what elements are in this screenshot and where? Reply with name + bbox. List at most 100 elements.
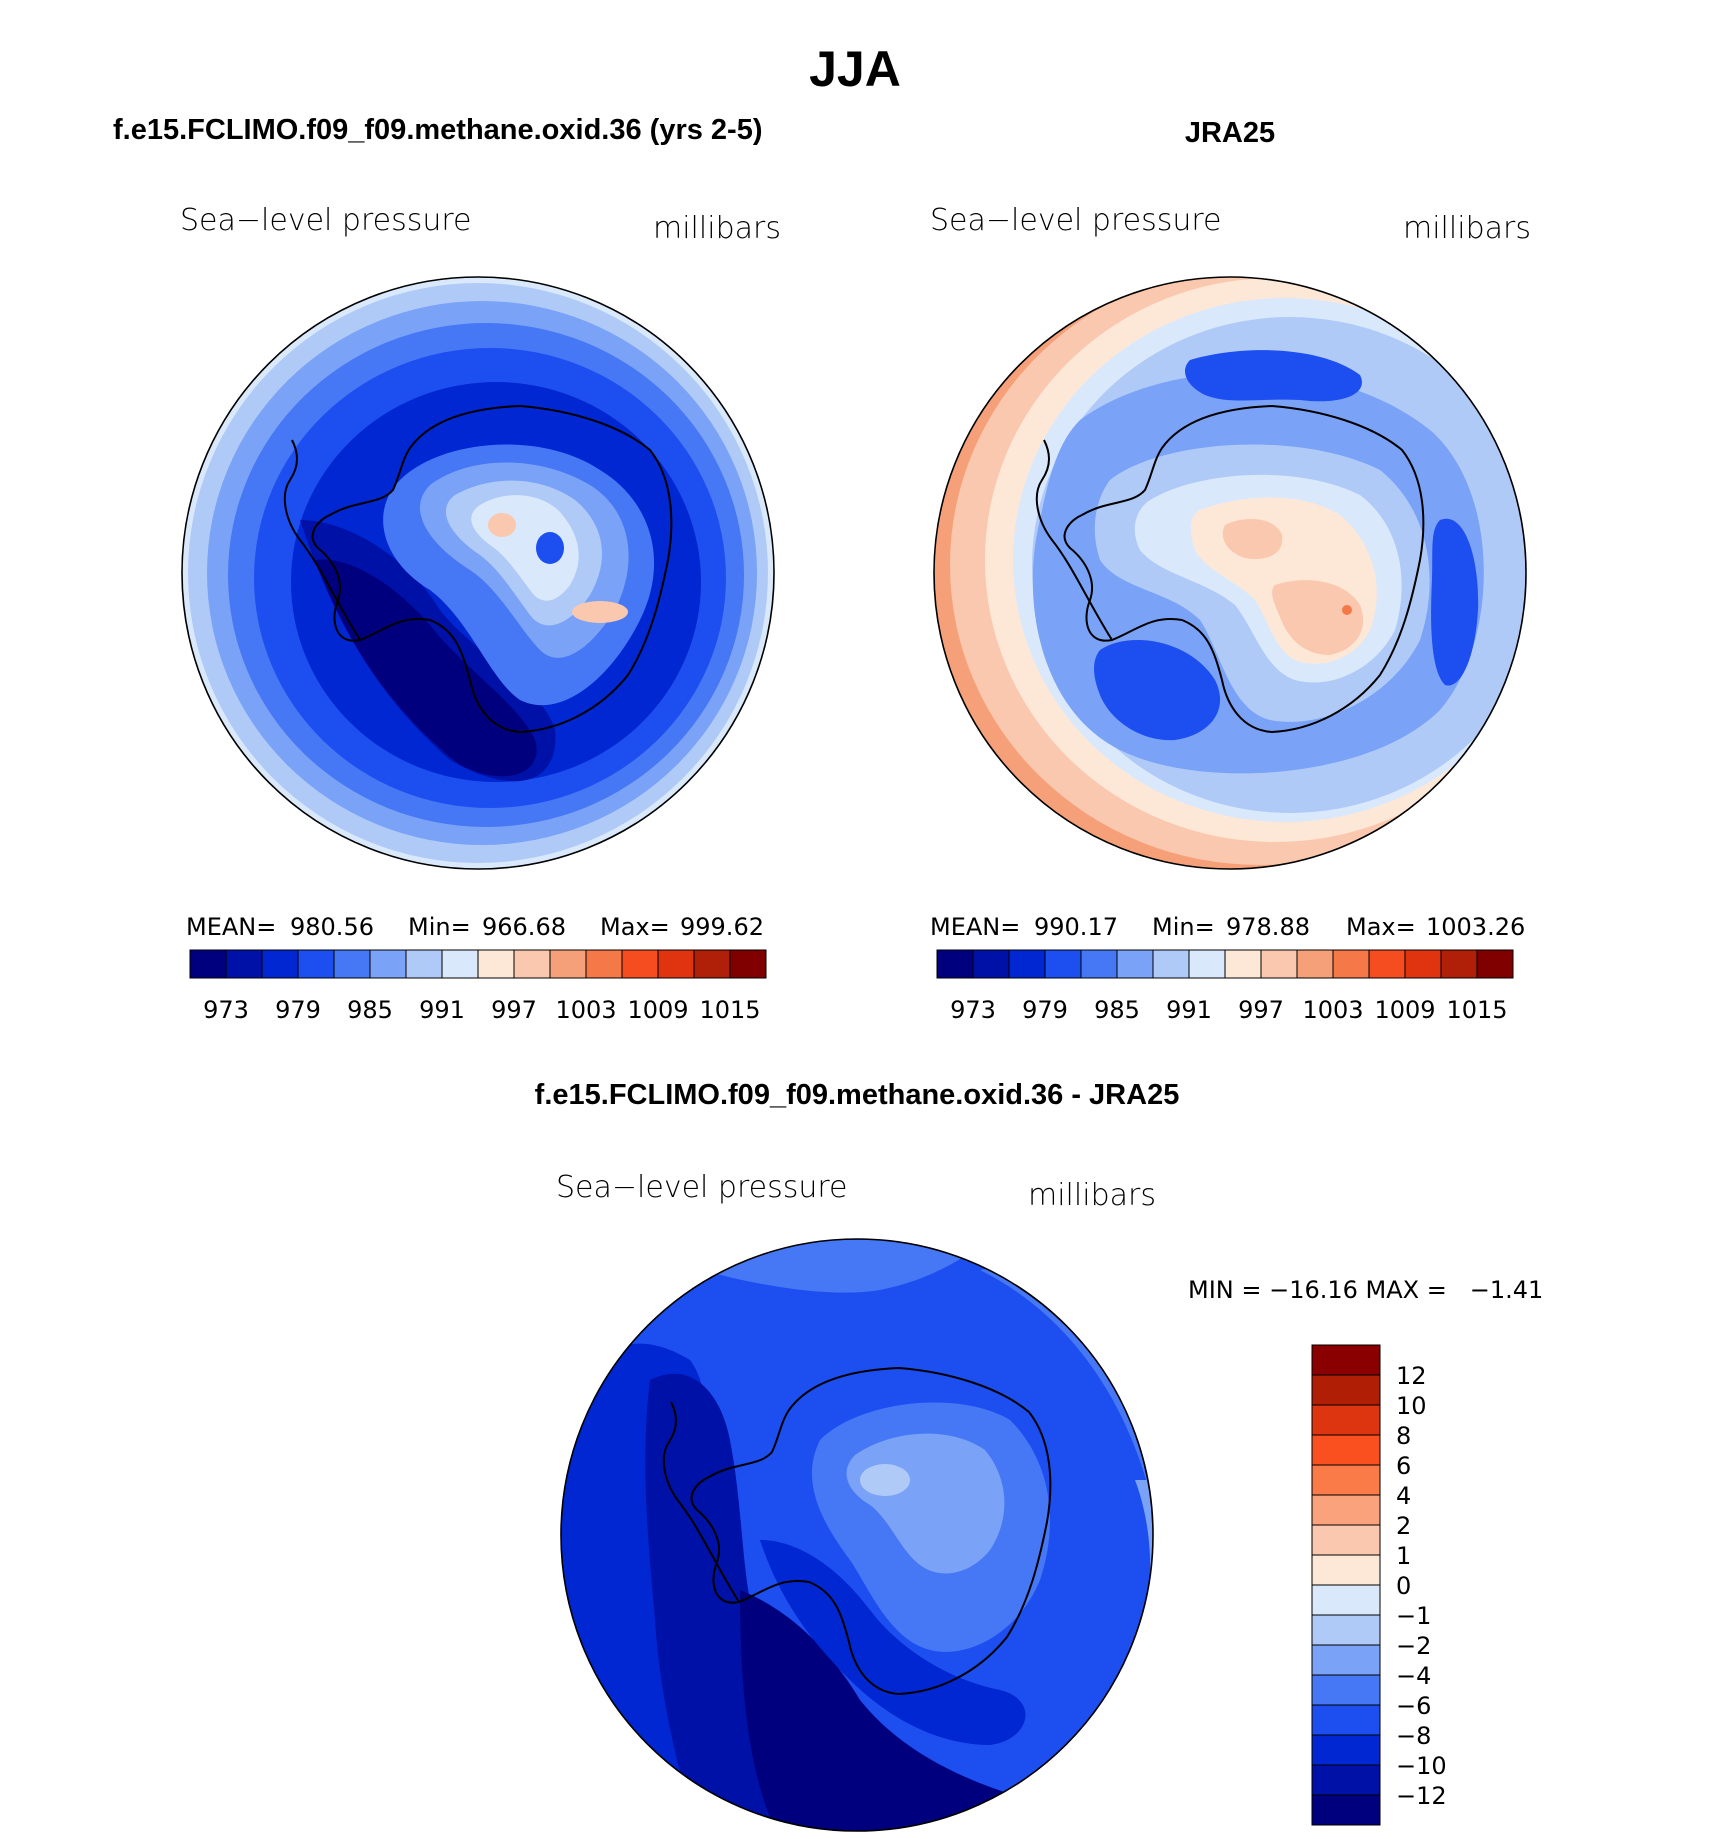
- colorbar-left-tick-label: 1003: [555, 996, 616, 1024]
- colorbar-right-swatch: [1404, 949, 1442, 979]
- colorbar-diff-swatch: [1311, 1644, 1381, 1676]
- map-diff-border: [560, 1238, 1154, 1832]
- colorbar-right-swatch: [1152, 949, 1190, 979]
- colorbar-left-swatch: [369, 949, 407, 979]
- map-right-plateau-4: [1272, 580, 1364, 655]
- stats-right-max: 1003.26: [1426, 913, 1525, 941]
- map-diff-south-navy: [740, 1590, 1031, 1831]
- map-diff-plateau-3: [860, 1464, 910, 1496]
- colorbar-diff-swatch: [1311, 1524, 1381, 1556]
- colorbar-diff-swatch: [1311, 1374, 1381, 1406]
- colorbar-right: 973 979 985 991 997 1003 1009 1015: [936, 949, 1514, 1024]
- colorbar-left-tick-label: 1009: [627, 996, 688, 1024]
- stats-left: MEAN= 980.56 Min= 966.68 Max= 999.62: [186, 913, 764, 941]
- colorbar-diff-tick-label: −2: [1396, 1632, 1431, 1660]
- stats-right-mean-label: MEAN=: [930, 913, 1020, 941]
- map-left-border: [181, 276, 775, 870]
- panel-diff-units: millibars: [1028, 1178, 1156, 1213]
- colorbar-right-swatch: [1080, 949, 1118, 979]
- colorbar-left-swatch: [585, 949, 623, 979]
- colorbar-diff-swatch: [1311, 1614, 1381, 1646]
- colorbar-right-swatch: [1332, 949, 1370, 979]
- colorbar-left-tick-label: 979: [275, 996, 321, 1024]
- stats-left-min: 966.68: [482, 913, 566, 941]
- map-diff-interior-dark: [760, 1540, 1026, 1745]
- colorbar-right-swatch: [1044, 949, 1082, 979]
- panel-diff: f.e15.FCLIMO.f09_f09.methane.oxid.36 - J…: [535, 1079, 1543, 1832]
- colorbar-diff-tick-label: −4: [1396, 1662, 1431, 1690]
- map-right-plateau-5: [1222, 519, 1283, 560]
- stats-right-mean: 990.17: [1034, 913, 1118, 941]
- figure-title: JJA: [809, 41, 901, 97]
- colorbar-diff-swatch: [1311, 1794, 1381, 1826]
- colorbar-diff-tick-label: 1: [1396, 1542, 1411, 1570]
- colorbar-diff-swatch: [1311, 1674, 1381, 1706]
- panel-left-units: millibars: [653, 211, 781, 246]
- stats-right-min: 978.88: [1226, 913, 1310, 941]
- colorbar-right-swatch: [1296, 949, 1334, 979]
- colorbar-diff-swatch: [1311, 1554, 1381, 1586]
- map-left-antarctica-coast: [311, 404, 673, 734]
- colorbar-diff-tick-label: −1: [1396, 1602, 1431, 1630]
- colorbar-left-swatch: [297, 949, 335, 979]
- colorbar-right-tick-label: 1003: [1302, 996, 1363, 1024]
- map-left-low-navy: [315, 559, 537, 777]
- colorbar-diff-swatch: [1311, 1464, 1381, 1496]
- colorbar-right-swatch: [1368, 949, 1406, 979]
- colorbar-right-swatch: [1440, 949, 1478, 979]
- colorbar-right-swatch: [1224, 949, 1262, 979]
- stats-right-min-label: Min=: [1152, 913, 1215, 941]
- colorbar-left-swatch: [549, 949, 587, 979]
- colorbar-diff-tick-label: 10: [1396, 1392, 1427, 1420]
- map-right-border: [933, 276, 1527, 870]
- map-right-low-s: [1094, 640, 1221, 741]
- map-left-high-2: [572, 601, 628, 623]
- colorbar-left-swatch: [405, 949, 443, 979]
- colorbar-left-swatch: [189, 949, 227, 979]
- colorbar-left-swatch: [729, 949, 767, 979]
- colorbar-left-swatch: [261, 949, 299, 979]
- map-right-peninsula: [1035, 439, 1113, 641]
- stats-left-max: 999.62: [680, 913, 764, 941]
- colorbar-diff-tick-label: −10: [1396, 1752, 1447, 1780]
- colorbar-right-swatch: [936, 949, 974, 979]
- colorbar-diff-tick-label: 12: [1396, 1362, 1427, 1390]
- colorbar-diff-tick-label: 8: [1396, 1422, 1411, 1450]
- map-right-low-e: [1431, 518, 1479, 686]
- colorbar-left-swatch: [225, 949, 263, 979]
- colorbar-diff-swatch: [1311, 1734, 1381, 1766]
- colorbar-left-swatch: [513, 949, 551, 979]
- map-left-high-1: [488, 513, 516, 537]
- colorbar-diff-swatch: [1311, 1494, 1381, 1526]
- panel-right-variable: Sea−level pressure: [930, 203, 1221, 238]
- colorbar-left-tick-label: 991: [419, 996, 465, 1024]
- colorbar-diff-swatch: [1311, 1434, 1381, 1466]
- colorbar-right-tick-label: 1015: [1446, 996, 1507, 1024]
- panel-left: f.e15.FCLIMO.f09_f09.methane.oxid.36 (yr…: [113, 114, 781, 1024]
- map-left-local-low: [536, 532, 564, 564]
- colorbar-left-tick-label: 997: [491, 996, 537, 1024]
- colorbar-diff-tick-label: 0: [1396, 1572, 1411, 1600]
- colorbar-right-swatch: [1476, 949, 1514, 979]
- colorbar-diff-tick-label: −6: [1396, 1692, 1431, 1720]
- colorbar-left-swatch: [657, 949, 695, 979]
- panel-right-units: millibars: [1403, 211, 1531, 246]
- colorbar-left-swatch: [477, 949, 515, 979]
- colorbar-left-swatch: [621, 949, 659, 979]
- stats-left-min-label: Min=: [408, 913, 471, 941]
- colorbar-left-swatch: [333, 949, 371, 979]
- panel-right: JRA25 Sea−level pressure millibars MEAN=: [930, 117, 1531, 1024]
- colorbar-left-tick-label: 973: [203, 996, 249, 1024]
- colorbar-left: 973 979 985 991 997 1003 1009 1015: [189, 949, 767, 1024]
- map-diff-peninsula: [662, 1401, 740, 1603]
- colorbar-right-tick-label: 991: [1166, 996, 1212, 1024]
- stats-left-mean: 980.56: [290, 913, 374, 941]
- panel-left-variable: Sea−level pressure: [180, 203, 471, 238]
- colorbar-right-swatch: [972, 949, 1010, 979]
- colorbar-left-tick-label: 985: [347, 996, 393, 1024]
- map-diff-west-darker: [645, 1373, 1020, 1831]
- colorbar-diff-tick-label: 6: [1396, 1452, 1411, 1480]
- map-right-peak: [1342, 605, 1352, 615]
- stats-right: MEAN= 990.17 Min= 978.88 Max= 1003.26: [930, 913, 1525, 941]
